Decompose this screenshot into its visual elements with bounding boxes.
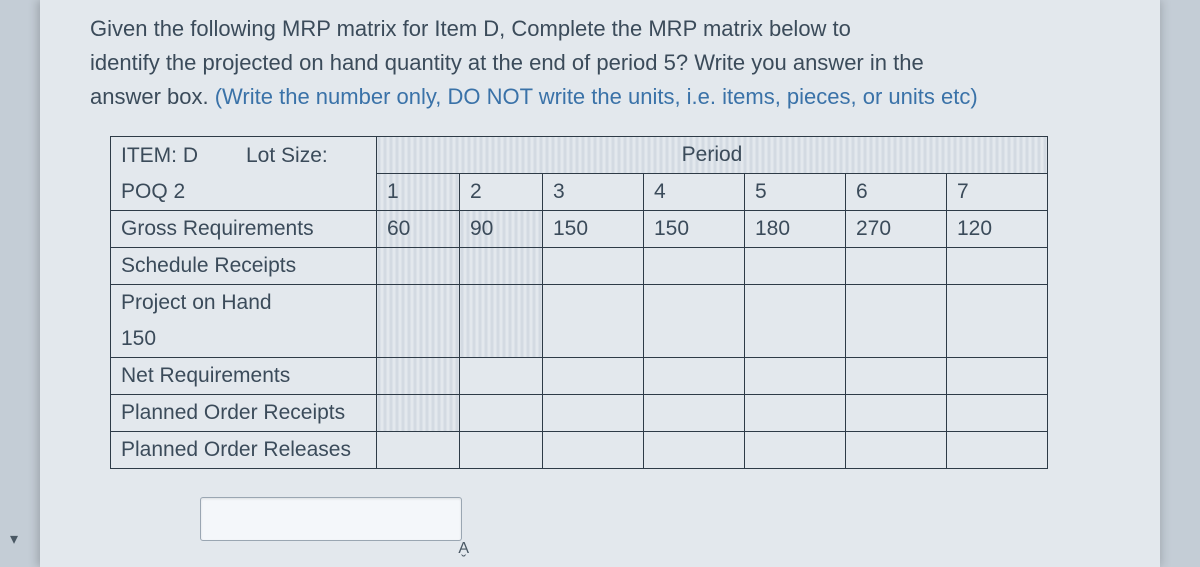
period-header: Period — [377, 137, 1048, 174]
sched-rec-2 — [460, 248, 543, 285]
period-2: 2 — [460, 174, 543, 211]
net-req-5 — [745, 358, 846, 395]
gross-req-5: 180 — [745, 211, 846, 248]
sched-rec-1 — [377, 248, 460, 285]
plan-rel-2 — [460, 432, 543, 469]
plan-rel-3 — [543, 432, 644, 469]
plan-rel-7 — [947, 432, 1048, 469]
proj-hand-label: Project on Hand — [111, 285, 377, 322]
proj-hand-6 — [846, 285, 947, 358]
plan-rel-1 — [377, 432, 460, 469]
question-line-3a: answer box. — [90, 84, 215, 109]
answer-input[interactable]: A̬ — [200, 497, 462, 541]
question-hint: (Write the number only, DO NOT write the… — [215, 84, 978, 109]
question-line-1: Given the following MRP matrix for Item … — [90, 16, 851, 41]
question-paper: Given the following MRP matrix for Item … — [40, 0, 1160, 567]
sched-rec-label: Schedule Receipts — [111, 248, 377, 285]
period-5: 5 — [745, 174, 846, 211]
period-6: 6 — [846, 174, 947, 211]
item-lotsize-cell: ITEM: D Lot Size: — [111, 137, 377, 174]
gross-req-6: 270 — [846, 211, 947, 248]
plan-rec-6 — [846, 395, 947, 432]
period-7: 7 — [947, 174, 1048, 211]
mrp-table-wrap: ITEM: D Lot Size: Period POQ 2 1 2 3 4 5… — [110, 136, 1110, 469]
number-stepper-icon[interactable]: A̬ — [458, 540, 467, 558]
scroll-indicator-icon: ▾ — [10, 529, 18, 549]
proj-hand-2 — [460, 285, 543, 358]
plan-rel-5 — [745, 432, 846, 469]
net-req-label: Net Requirements — [111, 358, 377, 395]
proj-hand-3 — [543, 285, 644, 358]
sched-rec-5 — [745, 248, 846, 285]
proj-hand-7 — [947, 285, 1048, 358]
question-line-2: identify the projected on hand quantity … — [90, 50, 924, 75]
net-req-1 — [377, 358, 460, 395]
lotsize-label: Lot Size: — [246, 144, 328, 168]
plan-rel-4 — [644, 432, 745, 469]
sched-rec-6 — [846, 248, 947, 285]
item-label: ITEM: D — [121, 144, 198, 168]
plan-rec-1 — [377, 395, 460, 432]
plan-rec-3 — [543, 395, 644, 432]
gross-req-1: 60 — [377, 211, 460, 248]
plan-rel-label: Planned Order Releases — [111, 432, 377, 469]
net-req-6 — [846, 358, 947, 395]
gross-req-7: 120 — [947, 211, 1048, 248]
plan-rec-7 — [947, 395, 1048, 432]
gross-req-3: 150 — [543, 211, 644, 248]
question-text: Given the following MRP matrix for Item … — [90, 12, 1110, 114]
period-3: 3 — [543, 174, 644, 211]
gross-req-label: Gross Requirements — [111, 211, 377, 248]
gross-req-2: 90 — [460, 211, 543, 248]
period-1: 1 — [377, 174, 460, 211]
net-req-2 — [460, 358, 543, 395]
plan-rec-label: Planned Order Receipts — [111, 395, 377, 432]
plan-rec-5 — [745, 395, 846, 432]
proj-hand-5 — [745, 285, 846, 358]
sched-rec-4 — [644, 248, 745, 285]
proj-hand-initial: 150 — [111, 321, 377, 358]
period-4: 4 — [644, 174, 745, 211]
proj-hand-4 — [644, 285, 745, 358]
mrp-table: ITEM: D Lot Size: Period POQ 2 1 2 3 4 5… — [110, 136, 1048, 469]
sched-rec-7 — [947, 248, 1048, 285]
gross-req-4: 150 — [644, 211, 745, 248]
net-req-7 — [947, 358, 1048, 395]
proj-hand-1 — [377, 285, 460, 358]
sched-rec-3 — [543, 248, 644, 285]
plan-rec-4 — [644, 395, 745, 432]
plan-rec-2 — [460, 395, 543, 432]
poq-label: POQ 2 — [111, 174, 377, 211]
net-req-3 — [543, 358, 644, 395]
net-req-4 — [644, 358, 745, 395]
plan-rel-6 — [846, 432, 947, 469]
